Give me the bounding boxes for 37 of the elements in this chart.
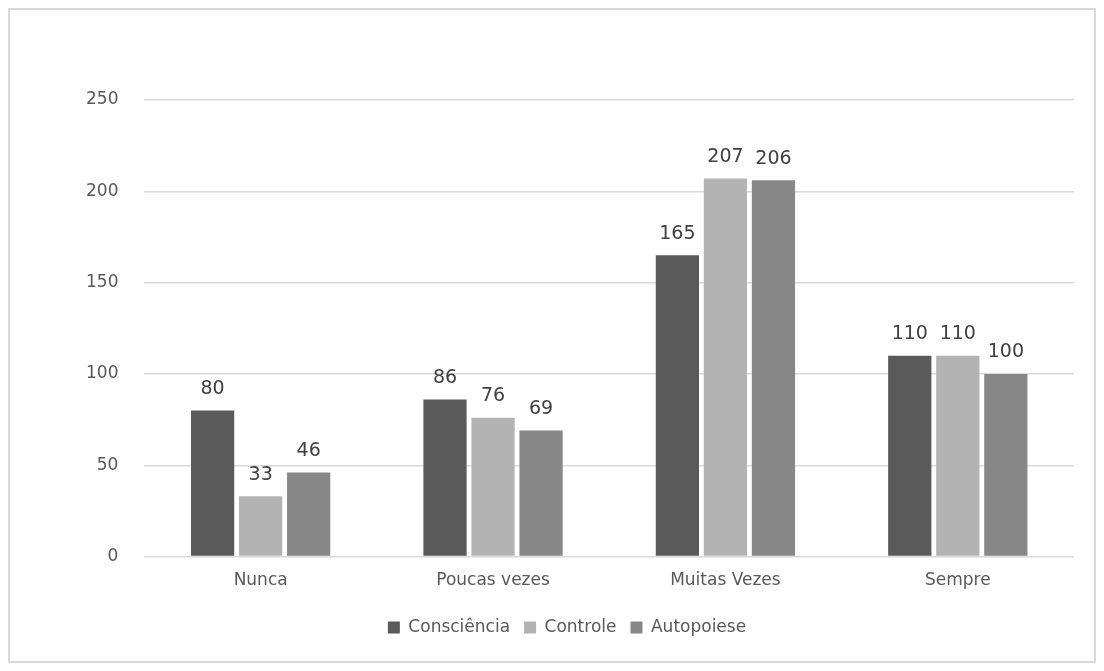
bar	[984, 373, 1028, 556]
data-label: 110	[891, 321, 928, 344]
data-label: 100	[987, 339, 1024, 362]
data-label: 80	[200, 375, 225, 398]
bar	[519, 430, 563, 556]
data-label: 69	[528, 396, 554, 419]
bar	[751, 180, 796, 556]
data-label: 207	[707, 143, 744, 166]
x-tick-label: Sempre	[924, 569, 991, 590]
x-tick-label: Muitas Vezes	[670, 569, 781, 590]
data-label: 86	[432, 364, 458, 387]
bar	[471, 417, 515, 556]
bar	[703, 178, 748, 556]
x-tick-label: Poucas vezes	[436, 569, 550, 590]
bar	[191, 410, 235, 556]
bar	[287, 472, 331, 556]
x-tick-label: Nunca	[233, 569, 288, 590]
legend-label: Consciência	[408, 615, 511, 636]
bar	[655, 255, 699, 556]
legend-label: Autopoiese	[650, 615, 747, 636]
data-label: 206	[755, 145, 792, 168]
y-tick-label: 100	[85, 362, 119, 383]
data-label: 165	[659, 220, 696, 243]
bar	[936, 355, 980, 556]
y-tick-label: 200	[85, 179, 119, 200]
y-tick-label: 50	[96, 453, 119, 474]
y-tick-label: 0	[107, 545, 119, 566]
y-tick-label: 250	[85, 88, 119, 109]
data-label: 33	[248, 461, 273, 484]
bar	[888, 355, 932, 556]
legend-label: Controle	[544, 615, 617, 636]
y-tick-label: 150	[85, 271, 119, 292]
bar	[239, 496, 283, 556]
data-label: 46	[296, 438, 321, 461]
data-label: 76	[480, 383, 506, 406]
bar	[423, 399, 467, 556]
data-label: 110	[939, 321, 976, 344]
